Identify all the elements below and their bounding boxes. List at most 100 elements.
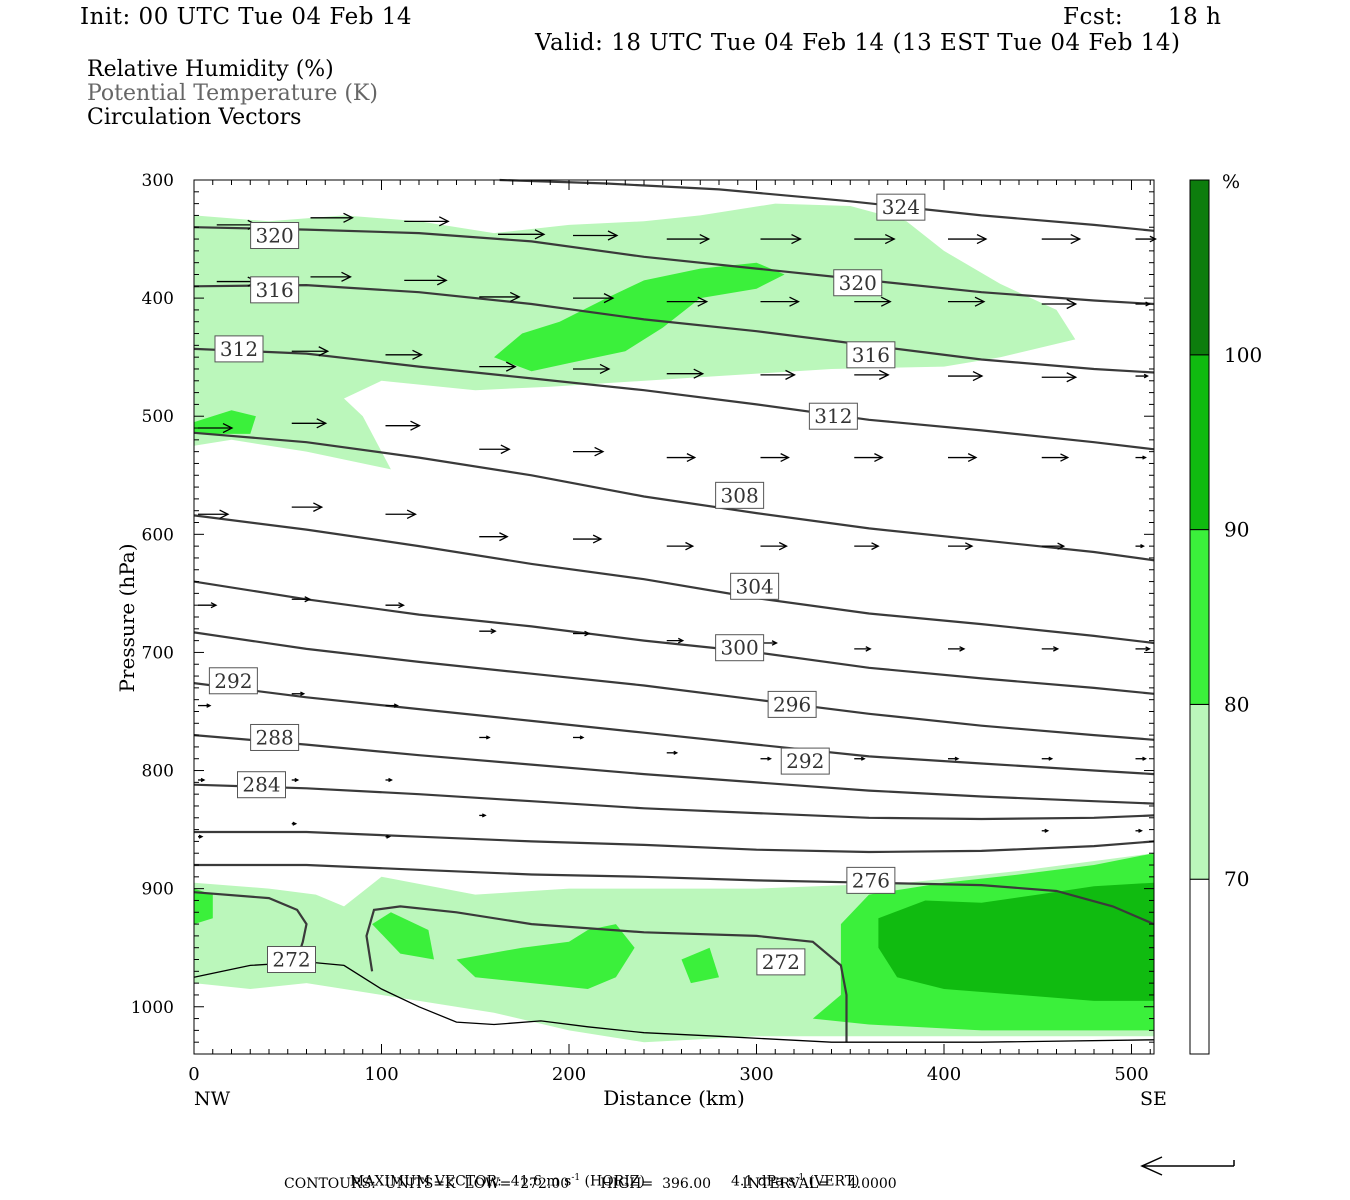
circulation-vector-69 (479, 735, 491, 740)
circulation-vector-7 (854, 233, 896, 245)
circulation-vector-74 (948, 756, 960, 761)
circulation-vector-79 (385, 777, 393, 783)
svg-text:312: 312 (220, 337, 258, 361)
theta-contour-280-15 (194, 830, 1155, 854)
circulation-vector-31 (1041, 372, 1078, 383)
x-tick-label-200: 200 (552, 1064, 586, 1085)
contour-label-316-3: 316 (250, 276, 300, 304)
circulation-vector-9 (1041, 233, 1082, 245)
y-tick-label-900: 900 (142, 880, 174, 900)
y-tick-label-400: 400 (142, 289, 174, 309)
circulation-vector-56 (291, 596, 312, 603)
circulation-vector-76 (1135, 756, 1147, 761)
circulation-vector-77 (198, 777, 206, 783)
colorbar-label-70: 70 (1224, 867, 1249, 891)
circulation-vector-62 (854, 646, 872, 652)
rh-region-80-5 (372, 912, 434, 960)
circulation-vector-72 (760, 756, 772, 761)
circulation-vector-63 (948, 646, 966, 652)
colorbar-label-100: 100 (1224, 343, 1262, 367)
circulation-vector-4 (573, 230, 619, 241)
circulation-vector-26 (573, 363, 611, 375)
circulation-vector-41 (948, 453, 978, 463)
svg-text:276: 276 (852, 868, 890, 892)
circulation-vector-67 (291, 691, 306, 697)
circulation-vector-6 (760, 233, 802, 245)
rh-region-90-9 (878, 882, 1154, 1001)
contour-label-272-17: 272 (267, 946, 316, 974)
y-tick-label-1000: 1000 (131, 998, 174, 1018)
theta-contour-layer (193, 178, 1155, 1043)
circulation-vector-33 (198, 422, 234, 434)
axes-layer: 0 100 200 300 400 500 300 400 500 600 700 800 900 100… (131, 171, 1154, 1085)
svg-text:316: 316 (852, 343, 890, 367)
theta-contour-300-9 (193, 580, 1155, 695)
circulation-vector-23 (291, 346, 330, 357)
colorbar-label-90: 90 (1224, 518, 1249, 542)
circulation-vector-42 (1041, 453, 1070, 462)
circulation-vector-25 (479, 361, 517, 372)
svg-text:292: 292 (214, 669, 252, 693)
circulation-vector-35 (385, 420, 421, 431)
circulation-vector-44 (198, 509, 230, 520)
circulation-vector-48 (573, 534, 603, 544)
contour-label-276-16: 276 (846, 866, 896, 894)
theta-contour-272-17 (193, 891, 308, 960)
svg-text:300: 300 (721, 636, 759, 660)
circulation-vector-54 (1135, 544, 1145, 549)
circulation-vector-5 (666, 233, 711, 245)
legend-theta: Potential Temperature (K) (87, 81, 378, 106)
circulation-vector-37 (573, 446, 605, 457)
circulation-vector-15 (573, 293, 615, 304)
contour-label-272-18: 272 (756, 948, 806, 976)
terrain-line (193, 961, 1155, 1043)
circulation-vector-50 (760, 541, 788, 551)
contour-label-296-10: 296 (767, 690, 817, 718)
theta-contour-316-3 (193, 283, 1155, 374)
colorbar: 70 80 90 100 (1189, 179, 1262, 1055)
svg-text:320: 320 (256, 224, 294, 248)
circulation-vector-40 (854, 453, 884, 463)
circulation-vector-14 (479, 291, 521, 303)
circulation-vector-2 (404, 216, 450, 227)
init-time: Init: 00 UTC Tue 04 Feb 14 (80, 4, 413, 30)
theta-contour-296-10 (193, 631, 1155, 741)
circulation-vector-27 (666, 368, 705, 379)
circulation-vector-81 (1041, 828, 1050, 833)
svg-text:308: 308 (721, 483, 759, 507)
left-end-label: NW (194, 1088, 231, 1110)
circulation-vector-17 (760, 296, 800, 307)
circulation-vector-12 (310, 271, 352, 282)
circulation-vector-18 (854, 296, 892, 307)
circulation-vector-32 (1135, 373, 1149, 379)
circulation-vector-20 (1041, 298, 1078, 310)
circulation-vector-70 (573, 735, 585, 740)
forecast-hour: 18 h (1168, 4, 1222, 30)
svg-text:292: 292 (786, 749, 824, 773)
contour-label-324-0: 324 (876, 193, 926, 221)
svg-text:296: 296 (773, 692, 811, 716)
circulation-vector-34 (291, 418, 328, 429)
circulation-vector-39 (760, 453, 790, 463)
circulation-vector-49 (666, 541, 695, 551)
contour-label-316-4: 316 (846, 341, 896, 369)
circulation-vector-55 (198, 602, 218, 609)
circulation-vector-71 (666, 750, 679, 755)
circulation-vector-38 (666, 453, 697, 463)
circulation-vector-28 (760, 369, 796, 380)
circulation-vector-82 (1135, 828, 1143, 833)
x-tick-label-300: 300 (739, 1064, 773, 1085)
svg-text:316: 316 (256, 278, 294, 302)
contour-label-292-11: 292 (208, 667, 258, 695)
footer-contours: CONTOURS: UNITS=K LOW= 272.00 HIGH= 396.… (284, 1176, 897, 1192)
colorbar-swatch-3 (1189, 354, 1210, 531)
colorbar-swatch-1 (1189, 703, 1210, 880)
circulation-vector-65 (1135, 646, 1151, 652)
circulation-vector-73 (854, 756, 866, 761)
x-tick-label-0: 0 (188, 1064, 199, 1085)
y-tick-label-700: 700 (142, 643, 174, 663)
contour-label-320-1: 320 (250, 222, 300, 250)
contour-label-288-13: 288 (250, 723, 300, 751)
y-axis-label: Pressure (hPa) (115, 544, 139, 693)
svg-text:272: 272 (272, 948, 310, 972)
